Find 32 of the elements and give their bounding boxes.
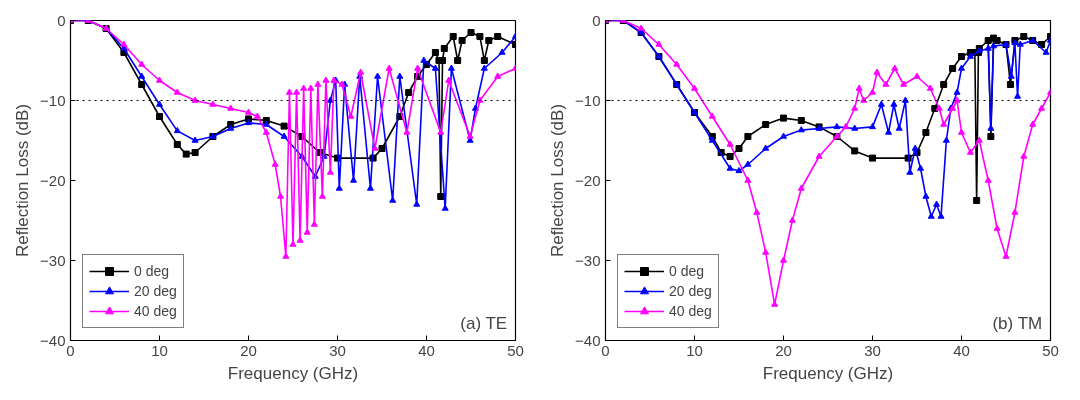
x-tick-label: 50 [1042,341,1059,359]
y-tick-label: −40 [575,331,601,349]
y-tick-label: −30 [575,251,601,269]
x-tick-label: 40 [953,341,970,359]
annotation: (b) TM [992,313,1043,333]
x-axis-title: Frequency (GHz) [227,363,359,383]
legend-label: 40 deg [669,303,712,319]
x-tick-label: 30 [864,341,881,359]
legend-label: 20 deg [669,283,712,299]
y-tick-label: −10 [575,91,601,109]
y-tick-label: 0 [592,11,601,29]
x-tick-label: 10 [151,341,168,359]
y-tick-label: 0 [57,11,66,29]
x-tick-label: 20 [240,341,257,359]
legend-label: 0 deg [669,263,705,279]
y-tick-label: −20 [40,171,66,189]
y-tick-label: −20 [575,171,601,189]
x-tick-label: 50 [507,341,524,359]
y-axis-title: Reflection Loss (dB) [548,103,568,258]
legend-label: 40 deg [134,303,177,319]
y-axis-title: Reflection Loss (dB) [13,103,33,258]
x-tick-label: 10 [686,341,703,359]
y-tick-label: −10 [40,91,66,109]
x-axis-title: Frequency (GHz) [762,363,894,383]
x-tick-label: 20 [775,341,792,359]
legend-label: 20 deg [134,283,177,299]
x-tick-label: 40 [418,341,435,359]
annotation: (a) TE [460,313,508,333]
y-tick-label: −40 [40,331,66,349]
x-tick-label: 30 [329,341,346,359]
legend-label: 0 deg [134,263,170,279]
y-tick-label: −30 [40,251,66,269]
